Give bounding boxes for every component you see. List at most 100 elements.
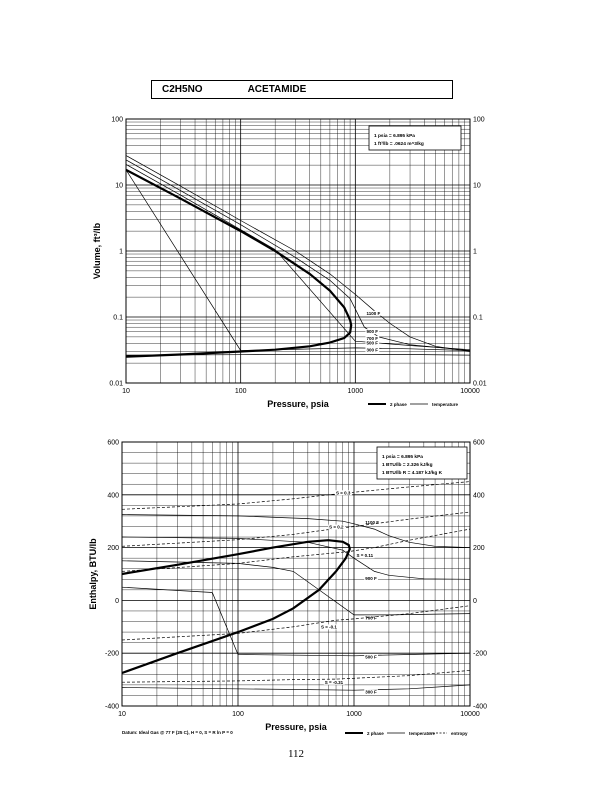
x-tick-label: 100 — [235, 388, 247, 395]
y-tick-label: 10 — [115, 183, 123, 190]
series-label-bg — [365, 335, 380, 341]
y-tick-label: 0 — [115, 598, 119, 605]
series-label-bg — [328, 524, 345, 530]
series-label: 900 F — [366, 329, 378, 334]
series-label-bg — [365, 347, 380, 353]
series-line — [121, 481, 471, 510]
y-tick-label-right: 0 — [473, 598, 477, 605]
series-line — [121, 528, 471, 572]
y-tick-label-right: 0.1 — [473, 315, 483, 322]
series-line — [125, 164, 471, 351]
series-line — [125, 169, 471, 351]
series-line — [125, 353, 471, 356]
series-label: 300 F — [365, 689, 377, 694]
series-label-bg — [364, 519, 381, 525]
series-label: 500 F — [366, 341, 378, 346]
y-tick-label-right: 400 — [473, 492, 485, 499]
y-axis-label: Volume, ft³/lb — [92, 222, 102, 279]
y-tick-label-right: 100 — [473, 117, 485, 124]
note-box — [368, 125, 462, 151]
y-tick-label-right: 0.01 — [473, 381, 487, 388]
legend-label: entropy — [451, 731, 468, 736]
volume-chart: 10 100 1000 100000.010.11101000.010.1110100… — [92, 117, 487, 410]
compound-formula: C2H5NO — [162, 84, 203, 95]
legend-label: temperature — [409, 731, 436, 736]
series-label-bg — [320, 624, 339, 630]
note-box — [376, 446, 468, 480]
series-label: S = 0.11 — [356, 553, 373, 558]
x-tick-label: 10000 — [460, 711, 480, 718]
x-tick-label: 1000 — [348, 388, 364, 395]
legend-label: temperature — [432, 402, 459, 407]
series-label: 500 F — [365, 654, 377, 659]
note-text: 1 psia = 6.895 kPa — [374, 133, 415, 139]
series-line — [125, 168, 353, 358]
compound-name: ACETAMIDE — [247, 84, 307, 95]
series-label-bg — [355, 553, 375, 559]
x-axis-label: Pressure, psia — [267, 399, 330, 409]
y-tick-label-right: -200 — [473, 651, 487, 658]
series-label: S = 0.2 — [329, 525, 344, 530]
series-line — [121, 670, 471, 683]
y-tick-label-right: 1 — [473, 249, 477, 256]
series-line — [121, 536, 471, 580]
x-tick-label: 10 — [122, 388, 130, 395]
y-tick-label-right: 200 — [473, 545, 485, 552]
series-label: S = 0.3 — [336, 490, 351, 495]
plot-frame — [125, 118, 471, 384]
series-label: 300 F — [366, 348, 378, 353]
series-label: 700 F — [366, 336, 378, 341]
series-label: 900 F — [365, 576, 377, 581]
y-tick-label: 0.01 — [109, 381, 123, 388]
series-label: 1100 F — [365, 520, 379, 525]
legend-label: 2 phase — [367, 731, 384, 736]
plot-frame — [121, 441, 471, 707]
series-line — [121, 684, 471, 691]
series-label: S = -0.1 — [321, 624, 337, 629]
note-text: 1 BTU/lb = 2.326 kJ/kg — [382, 462, 433, 468]
series-label-bg — [364, 615, 378, 621]
series-line — [121, 514, 471, 548]
y-tick-label-right: -400 — [473, 704, 487, 711]
series-line — [121, 605, 471, 641]
datum-note: Datum: Ideal Gas @ 77 F (25 C), H = 0, S… — [122, 730, 233, 735]
series-label-bg — [365, 310, 382, 316]
series-line — [121, 511, 471, 547]
legend-label: 2 phase — [390, 402, 407, 407]
y-axis-label: Enthalpy, BTU/lb — [88, 538, 98, 610]
title-box: C2H5NO ACETAMIDE — [151, 80, 453, 99]
series-label-bg — [365, 340, 380, 346]
page-number: 112 — [287, 748, 305, 760]
series-label: 1100 F — [366, 311, 380, 316]
x-tick-label: 1000 — [346, 711, 362, 718]
enthalpy-chart: 10 100 1000 10000-400-2000200400600-400-200… — [88, 440, 487, 737]
series-label: S = -0.31 — [325, 680, 344, 685]
series-label-bg — [323, 679, 345, 685]
y-tick-label: -200 — [105, 651, 119, 658]
y-tick-label: 100 — [111, 117, 123, 124]
y-tick-label: 400 — [107, 492, 119, 499]
series-label-bg — [335, 490, 352, 496]
series-label-bg — [365, 329, 380, 335]
y-tick-label: 0.1 — [113, 315, 123, 322]
series-line — [121, 586, 471, 657]
series-label-bg — [364, 654, 378, 660]
series-label: 700 F — [365, 615, 377, 620]
series-line — [121, 539, 351, 675]
x-axis-label: Pressure, psia — [265, 722, 328, 732]
x-tick-label: 100 — [232, 711, 244, 718]
series-line — [125, 155, 471, 352]
series-label-bg — [364, 575, 378, 581]
note-text: 1 ft³/lb = .0624 m^3/kg — [374, 141, 424, 147]
series-line — [125, 159, 471, 351]
y-tick-label: -400 — [105, 704, 119, 711]
y-tick-label: 600 — [107, 440, 119, 447]
x-tick-label: 10 — [118, 711, 126, 718]
y-tick-label-right: 10 — [473, 183, 481, 190]
y-tick-label-right: 600 — [473, 440, 485, 447]
y-tick-label: 200 — [107, 545, 119, 552]
series-label-bg — [364, 689, 378, 695]
note-text: 1 BTU/lb R = 4.187 kJ/kg K — [382, 470, 443, 476]
y-tick-label: 1 — [119, 249, 123, 256]
